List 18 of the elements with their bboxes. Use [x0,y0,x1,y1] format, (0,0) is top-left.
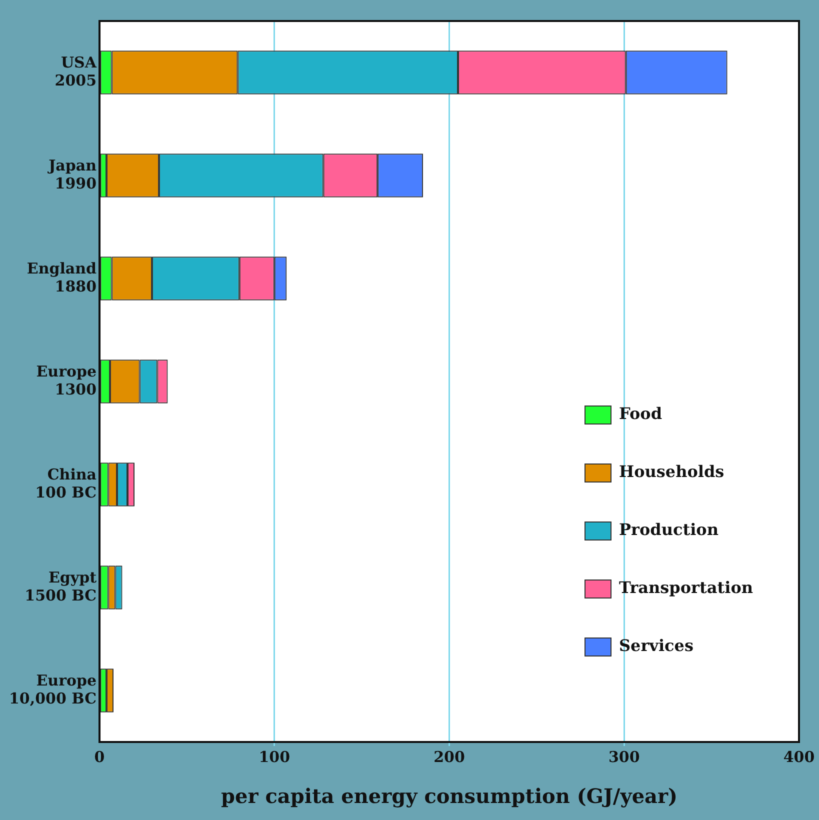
x-tick-label: 400 [783,748,815,766]
y-tick-label: Europe 1300 [36,362,97,398]
x-tick-label: 0 [94,748,105,766]
y-tick-label: Egypt 1500 BC [24,568,97,604]
y-tick-label: USA 2005 [54,53,97,90]
x-tick-label: 300 [608,748,640,766]
legend-label: Households [619,462,724,482]
legend-label: Transportation [619,578,754,598]
x-tick-label: 100 [258,748,290,766]
legend-label: Production [619,520,719,540]
x-tick-label: 200 [434,748,465,766]
y-tick-label: China 100 BC [35,465,97,502]
y-tick-label: Europe 10,000 BC [8,671,97,708]
legend-label: Food [619,404,662,424]
y-tick-label: Japan 1990 [46,156,97,192]
x-axis-title: per capita energy consumption (GJ/year) [221,784,678,808]
y-tick-label: England 1880 [26,259,98,296]
legend-label: Services [619,636,694,656]
